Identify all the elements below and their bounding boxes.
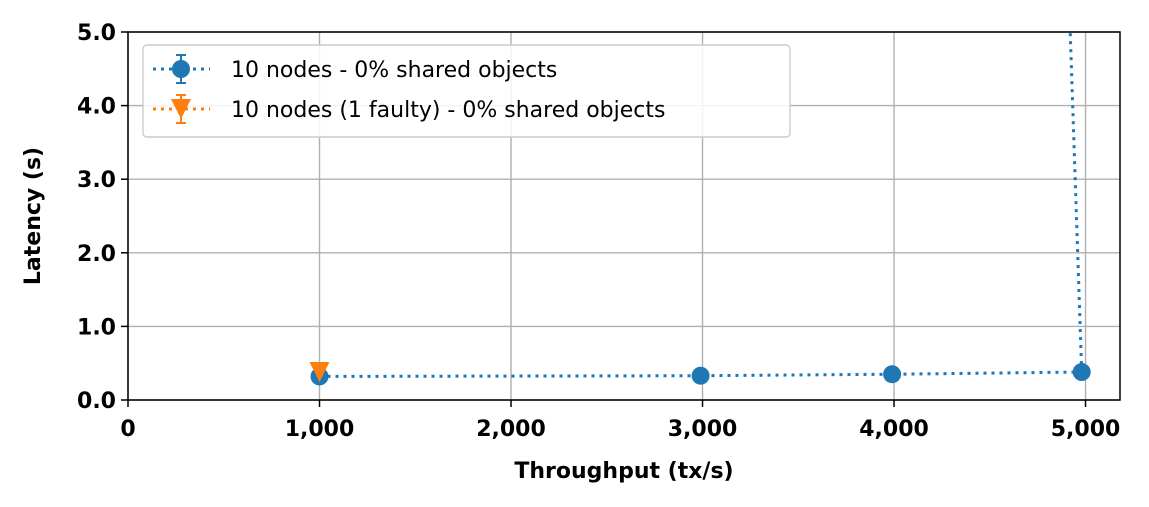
y-axis-label: Latency (s) (21, 147, 46, 285)
legend-entry-1: 10 nodes - 0% shared objects (153, 54, 557, 84)
data-point (883, 365, 902, 384)
series-tail-line (1068, 31, 1084, 373)
y-tick-label: 0.0 (77, 389, 116, 414)
legend-label: 10 nodes - 0% shared objects (231, 58, 557, 83)
x-tick-label: 2,000 (476, 417, 546, 442)
legend: 10 nodes - 0% shared objects 10 nodes (1 … (142, 44, 791, 138)
y-tick-label: 2.0 (77, 242, 116, 267)
legend-marker-swatch (171, 99, 191, 119)
x-tick-label: 3,000 (668, 417, 738, 442)
x-tick-label: 4,000 (859, 417, 929, 442)
x-tick-label: 1,000 (285, 417, 355, 442)
legend-marker-swatch (172, 60, 190, 78)
y-tick-label: 5.0 (77, 21, 116, 46)
series-2 (309, 362, 330, 383)
y-tick-label: 4.0 (77, 95, 116, 120)
x-axis-label: Throughput (tx/s) (514, 459, 733, 484)
data-point (1072, 363, 1091, 382)
y-tick-label: 3.0 (77, 168, 116, 193)
legend-label: 10 nodes (1 faulty) - 0% shared objects (231, 98, 665, 123)
series-layer (309, 31, 1091, 386)
x-tick-label: 0 (120, 417, 135, 442)
data-point (309, 362, 330, 383)
plot-frame (127, 31, 1121, 401)
y-tick-label: 1.0 (77, 315, 116, 340)
legend-box (142, 44, 791, 138)
x-tick-label: 5,000 (1051, 417, 1121, 442)
data-point (691, 366, 710, 385)
x-axis-ticks: 0 1,000 2,000 3,000 4,000 5,000 (120, 400, 1120, 442)
legend-entry-2: 10 nodes (1 faulty) - 0% shared objects (153, 94, 665, 124)
y-axis-ticks: 0.0 1.0 2.0 3.0 4.0 5.0 (77, 21, 128, 414)
